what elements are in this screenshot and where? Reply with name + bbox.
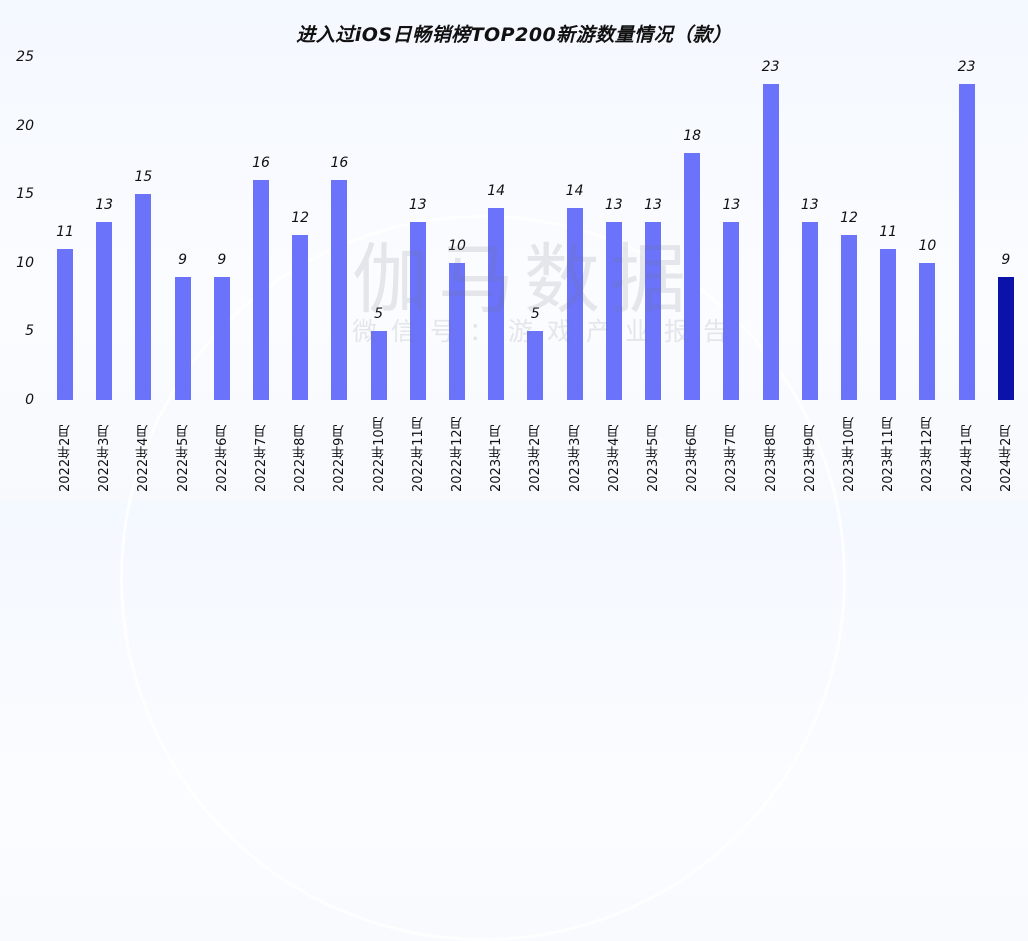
x-tick-label: 2022年2月 xyxy=(58,424,73,492)
bar xyxy=(57,249,73,400)
x-tick-label: 2022年10月 xyxy=(371,416,387,492)
x-tick-label: 2023年12月 xyxy=(920,416,936,492)
bar xyxy=(174,276,191,400)
x-tick-label: 2023年9月 xyxy=(802,424,818,492)
bar xyxy=(409,221,426,400)
bar-value-label: 13 xyxy=(644,196,662,213)
bar xyxy=(801,221,818,400)
bar-value-label: 14 xyxy=(487,182,506,199)
bar xyxy=(997,276,1014,400)
bar-value-label: 13 xyxy=(95,196,114,213)
y-tick-label: 5 xyxy=(25,323,34,340)
x-tick-label: 2023年10月 xyxy=(842,416,857,492)
x-tick-label: 2023年4月 xyxy=(606,424,622,492)
bar-value-label: 5 xyxy=(374,306,384,323)
bar xyxy=(135,194,152,400)
bar-value-label: 12 xyxy=(291,210,310,227)
bar xyxy=(880,249,897,400)
bar-value-label: 12 xyxy=(840,210,858,227)
bar-value-label: 5 xyxy=(530,306,540,323)
x-tick-label: 2022年7月 xyxy=(254,424,269,492)
bar-value-label: 13 xyxy=(800,196,819,213)
x-tick-label: 2023年11月 xyxy=(881,416,897,492)
x-tick-label: 2022年12月 xyxy=(450,416,465,492)
bar xyxy=(645,221,661,400)
bar-value-label: 11 xyxy=(879,224,898,241)
bar-value-label: 23 xyxy=(957,59,976,76)
y-tick-label: 10 xyxy=(16,254,34,271)
bar xyxy=(684,153,701,400)
bar-value-label: 9 xyxy=(217,251,227,268)
x-tick-label: 2022年3月 xyxy=(97,424,113,492)
bar xyxy=(96,221,113,400)
bar-chart: 进入过iOS日畅销榜TOP200新游数量情况（款） 0 5 10 15 20 25 11 1… xyxy=(16,24,1014,941)
bar xyxy=(449,262,465,400)
y-tick-label: 15 xyxy=(16,186,34,203)
bar-value-label: 16 xyxy=(330,155,349,172)
bar-value-label: 18 xyxy=(683,128,702,145)
bar xyxy=(527,331,544,400)
bar-value-label: 10 xyxy=(918,237,937,254)
y-tick-label: 20 xyxy=(16,117,34,134)
x-tick-label: 2024年1月 xyxy=(959,424,975,492)
bar xyxy=(370,331,387,400)
bar xyxy=(566,207,583,400)
watermark-main: 伽马数据 xyxy=(352,235,696,324)
x-tick-label: 2022年8月 xyxy=(293,424,309,492)
bar-value-label: 13 xyxy=(722,196,741,213)
bar-value-label: 9 xyxy=(178,251,188,268)
x-tick-label: 2023年5月 xyxy=(646,424,661,492)
bar xyxy=(762,84,779,400)
x-tick-label: 2023年8月 xyxy=(763,424,779,492)
x-tick-label: 2023年2月 xyxy=(528,424,544,492)
x-tick-label: 2024年2月 xyxy=(998,424,1014,492)
chart-title: 进入过iOS日畅销榜TOP200新游数量情况（款） xyxy=(296,24,732,46)
bar xyxy=(841,235,857,400)
bar-value-label: 11 xyxy=(56,224,74,241)
bar-value-label: 13 xyxy=(604,196,623,213)
bar xyxy=(488,207,505,400)
bar xyxy=(253,180,269,400)
x-tick-label: 2022年6月 xyxy=(214,424,230,492)
x-tick-label: 2022年4月 xyxy=(136,424,152,492)
x-tick-label: 2022年9月 xyxy=(332,424,348,492)
bar-value-label: 10 xyxy=(448,237,466,254)
x-tick-label: 2023年6月 xyxy=(685,424,701,492)
bar xyxy=(605,221,622,400)
bar xyxy=(919,262,936,400)
y-tick-label: 0 xyxy=(25,392,34,408)
bar-value-label: 15 xyxy=(134,169,153,186)
x-tick-label: 2023年1月 xyxy=(489,424,505,492)
bar-value-label: 14 xyxy=(565,182,584,199)
y-tick-label: 25 xyxy=(16,49,34,65)
bar xyxy=(213,276,230,400)
bar-value-label: 16 xyxy=(252,155,270,172)
bar xyxy=(292,235,309,400)
bar-value-label: 23 xyxy=(761,59,780,76)
x-tick-label: 2023年7月 xyxy=(724,424,740,492)
x-tick-label: 2023年3月 xyxy=(567,424,583,492)
bar xyxy=(331,180,348,400)
watermark-sub: 微信号：游戏产业报告 xyxy=(352,317,743,346)
bar-value-label: 9 xyxy=(1001,251,1011,268)
x-tick-label: 2022年5月 xyxy=(175,424,191,492)
x-tick-label: 2022年11月 xyxy=(410,416,426,492)
bar xyxy=(723,221,740,400)
bar-value-label: 13 xyxy=(408,196,427,213)
bar xyxy=(958,84,975,400)
